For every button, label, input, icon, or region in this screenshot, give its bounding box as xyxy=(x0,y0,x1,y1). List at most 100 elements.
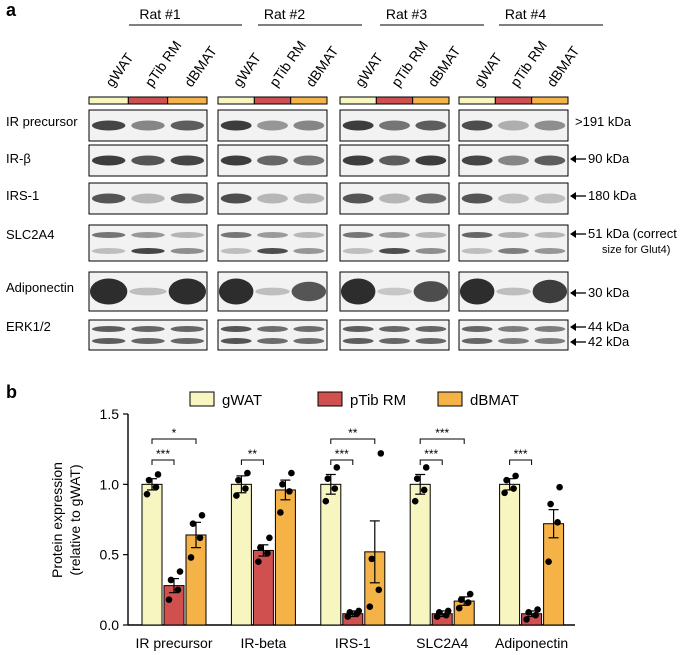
protein-band xyxy=(496,287,531,296)
protein-band xyxy=(379,120,410,131)
x-tick-label: IR precursor xyxy=(135,635,212,651)
data-point xyxy=(324,475,332,483)
data-point xyxy=(455,604,463,612)
protein-band xyxy=(293,232,325,238)
y-tick-label: 0.5 xyxy=(100,547,120,563)
protein-band xyxy=(379,193,410,204)
data-point xyxy=(444,607,452,615)
protein-name: IRS-1 xyxy=(6,188,39,203)
data-point xyxy=(466,590,474,598)
protein-band xyxy=(131,232,165,238)
data-point xyxy=(556,483,563,491)
protein-band xyxy=(170,338,205,344)
data-point xyxy=(377,450,385,457)
significance-label: *** xyxy=(335,447,349,461)
legend-label: pTib RM xyxy=(350,392,406,409)
data-point xyxy=(145,476,153,484)
protein-band xyxy=(498,326,529,332)
data-point xyxy=(547,500,554,508)
protein-band xyxy=(415,232,447,238)
y-tick-label: 1.5 xyxy=(100,406,120,422)
rat-label: Rat #4 xyxy=(505,6,546,22)
significance-label: *** xyxy=(156,447,170,461)
data-point xyxy=(333,464,341,471)
band-size: 44 kDa xyxy=(588,319,630,334)
size-arrowhead xyxy=(570,289,576,297)
blot-box xyxy=(217,224,328,262)
protein-band xyxy=(170,120,205,131)
band-size: >191 kDa xyxy=(575,114,632,129)
protein-band xyxy=(220,326,252,332)
protein-band xyxy=(220,232,252,238)
protein-band xyxy=(255,287,290,296)
data-point xyxy=(532,611,539,619)
data-point xyxy=(512,472,519,480)
protein-band xyxy=(131,155,165,166)
lane-label: dBMAT xyxy=(181,43,221,90)
data-point xyxy=(534,606,541,613)
protein-band xyxy=(534,232,566,238)
data-point xyxy=(510,485,517,492)
protein-band xyxy=(415,120,447,131)
data-point xyxy=(264,549,271,557)
lane-color-strip xyxy=(127,96,169,105)
lane-color-strip xyxy=(494,96,533,105)
lane-label: pTib RM xyxy=(141,38,184,90)
protein-name: IR-β xyxy=(6,151,31,166)
protein-band xyxy=(220,120,252,131)
protein-band xyxy=(257,248,288,254)
protein-band xyxy=(293,120,325,131)
protein-band xyxy=(377,287,412,296)
significance-label: ** xyxy=(248,447,258,461)
protein-band xyxy=(534,155,566,166)
blot-box xyxy=(458,224,569,262)
bar xyxy=(320,483,342,626)
y-tick-label: 1.0 xyxy=(100,476,120,492)
lane-color-strip xyxy=(531,96,569,105)
data-point xyxy=(420,486,428,494)
protein-band xyxy=(220,193,252,204)
protein-band xyxy=(534,248,566,254)
significance-bracket xyxy=(151,438,197,444)
legend-swatch xyxy=(189,391,215,407)
protein-band xyxy=(131,120,165,131)
data-point xyxy=(501,489,508,497)
protein-band xyxy=(498,193,529,204)
size-arrowhead xyxy=(570,338,576,346)
protein-band xyxy=(129,287,167,296)
significance-bracket xyxy=(509,459,533,465)
data-point xyxy=(366,603,374,611)
protein-band xyxy=(461,338,493,344)
protein-band xyxy=(340,278,376,305)
significance-label: *** xyxy=(424,447,438,461)
protein-band xyxy=(131,248,165,254)
protein-band xyxy=(220,155,252,166)
significance-bracket xyxy=(419,459,443,465)
significance-bracket xyxy=(330,459,354,465)
protein-band xyxy=(293,155,325,166)
protein-band xyxy=(415,338,447,344)
protein-band xyxy=(220,248,252,254)
protein-band xyxy=(342,193,374,204)
protein-band xyxy=(220,338,252,344)
significance-bracket xyxy=(240,459,264,465)
bar xyxy=(141,483,163,626)
data-point xyxy=(235,476,242,484)
blot-box xyxy=(88,224,208,262)
data-point xyxy=(288,469,295,477)
band-size: 42 kDa xyxy=(588,334,630,349)
significance-label: ** xyxy=(348,426,358,440)
data-point xyxy=(545,558,552,565)
x-tick-label: IR-beta xyxy=(240,635,286,651)
protein-band xyxy=(415,326,447,332)
data-point xyxy=(167,576,175,584)
data-point xyxy=(355,607,363,615)
bar xyxy=(409,483,431,626)
data-point xyxy=(435,609,443,616)
band-size-note: size for Glut4) xyxy=(602,244,670,256)
significance-bracket xyxy=(419,438,465,444)
protein-band xyxy=(498,232,529,238)
significance-bracket xyxy=(330,438,376,444)
